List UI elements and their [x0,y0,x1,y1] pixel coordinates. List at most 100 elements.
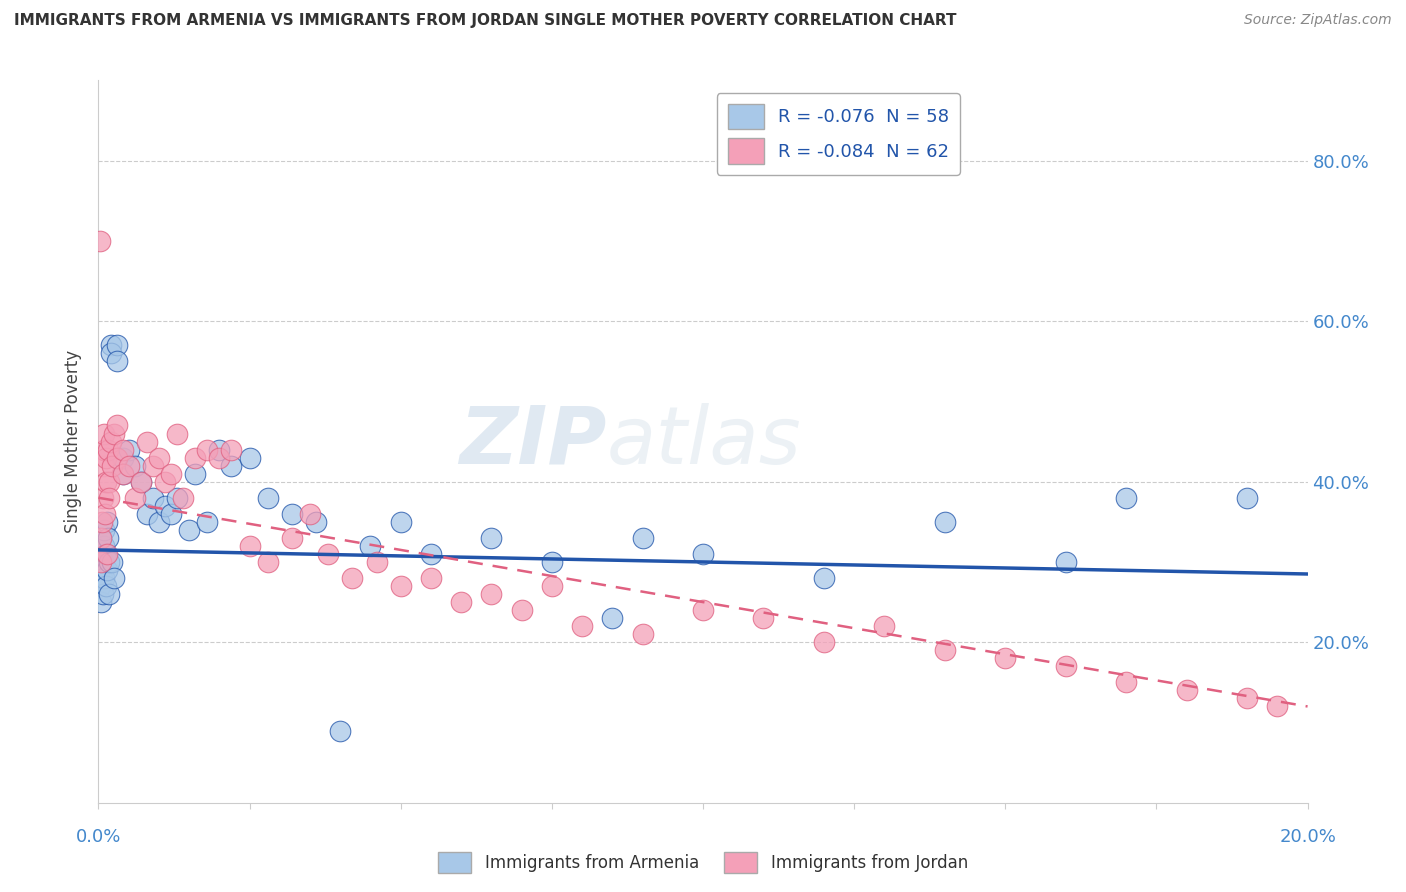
Y-axis label: Single Mother Poverty: Single Mother Poverty [65,350,83,533]
Point [124,491,146,505]
Point [96,563,118,577]
Point [90,595,112,609]
Text: 20.0%: 20.0% [1279,828,1336,846]
Point [91,515,114,529]
Point [90,531,112,545]
Point [111,467,134,481]
Point [96,515,118,529]
Point [813,635,835,649]
Point [97,475,120,489]
Point [631,627,654,641]
Point [129,475,152,489]
Point [208,450,231,465]
Text: atlas: atlas [606,402,801,481]
Point [89,234,111,248]
Text: Source: ZipAtlas.com: Source: ZipAtlas.com [1244,13,1392,28]
Point [94,475,117,489]
Point [239,450,262,465]
Point [105,418,128,433]
Point [93,571,115,585]
Point [100,346,122,360]
Point [256,491,278,505]
Point [90,547,112,561]
Point [184,467,207,481]
Point [1236,491,1258,505]
Text: ZIP: ZIP [458,402,606,481]
Point [93,539,115,553]
Point [195,442,218,457]
Point [118,442,141,457]
Point [153,499,176,513]
Point [208,442,231,457]
Point [420,547,443,561]
Point [1267,699,1289,714]
Text: 0.0%: 0.0% [76,828,121,846]
Point [172,491,194,505]
Point [299,507,322,521]
Point [571,619,593,633]
Point [1115,675,1137,690]
Point [135,507,157,521]
Point [160,507,183,521]
Point [96,579,118,593]
Point [111,442,134,457]
Point [129,475,152,489]
Point [934,643,956,657]
Point [111,450,134,465]
Point [239,539,262,553]
Point [179,523,201,537]
Point [1054,555,1077,569]
Point [100,434,122,449]
Point [631,531,654,545]
Point [256,555,278,569]
Point [124,458,146,473]
Point [934,515,956,529]
Point [1236,691,1258,706]
Point [360,539,382,553]
Point [105,338,128,352]
Point [221,458,243,473]
Point [111,467,134,481]
Point [94,547,117,561]
Point [329,723,352,738]
Point [105,450,128,465]
Point [1115,491,1137,505]
Point [100,555,122,569]
Point [195,515,218,529]
Point [366,555,388,569]
Point [481,531,503,545]
Point [160,467,183,481]
Point [100,458,122,473]
Point [540,555,562,569]
Point [89,579,111,593]
Point [389,515,412,529]
Point [510,603,533,617]
Point [873,619,896,633]
Point [93,426,115,441]
Point [420,571,443,585]
Point [142,491,165,505]
Point [692,603,714,617]
Point [97,442,120,457]
Point [221,442,243,457]
Point [100,338,122,352]
Point [91,458,114,473]
Point [281,531,304,545]
Point [450,595,472,609]
Point [184,450,207,465]
Point [148,450,170,465]
Point [96,547,118,561]
Point [1054,659,1077,673]
Point [166,491,188,505]
Point [97,587,120,601]
Point [389,579,412,593]
Point [93,442,115,457]
Point [91,571,114,585]
Point [97,531,120,545]
Point [91,491,114,505]
Point [135,434,157,449]
Point [91,555,114,569]
Point [481,587,503,601]
Point [118,458,141,473]
Point [316,547,339,561]
